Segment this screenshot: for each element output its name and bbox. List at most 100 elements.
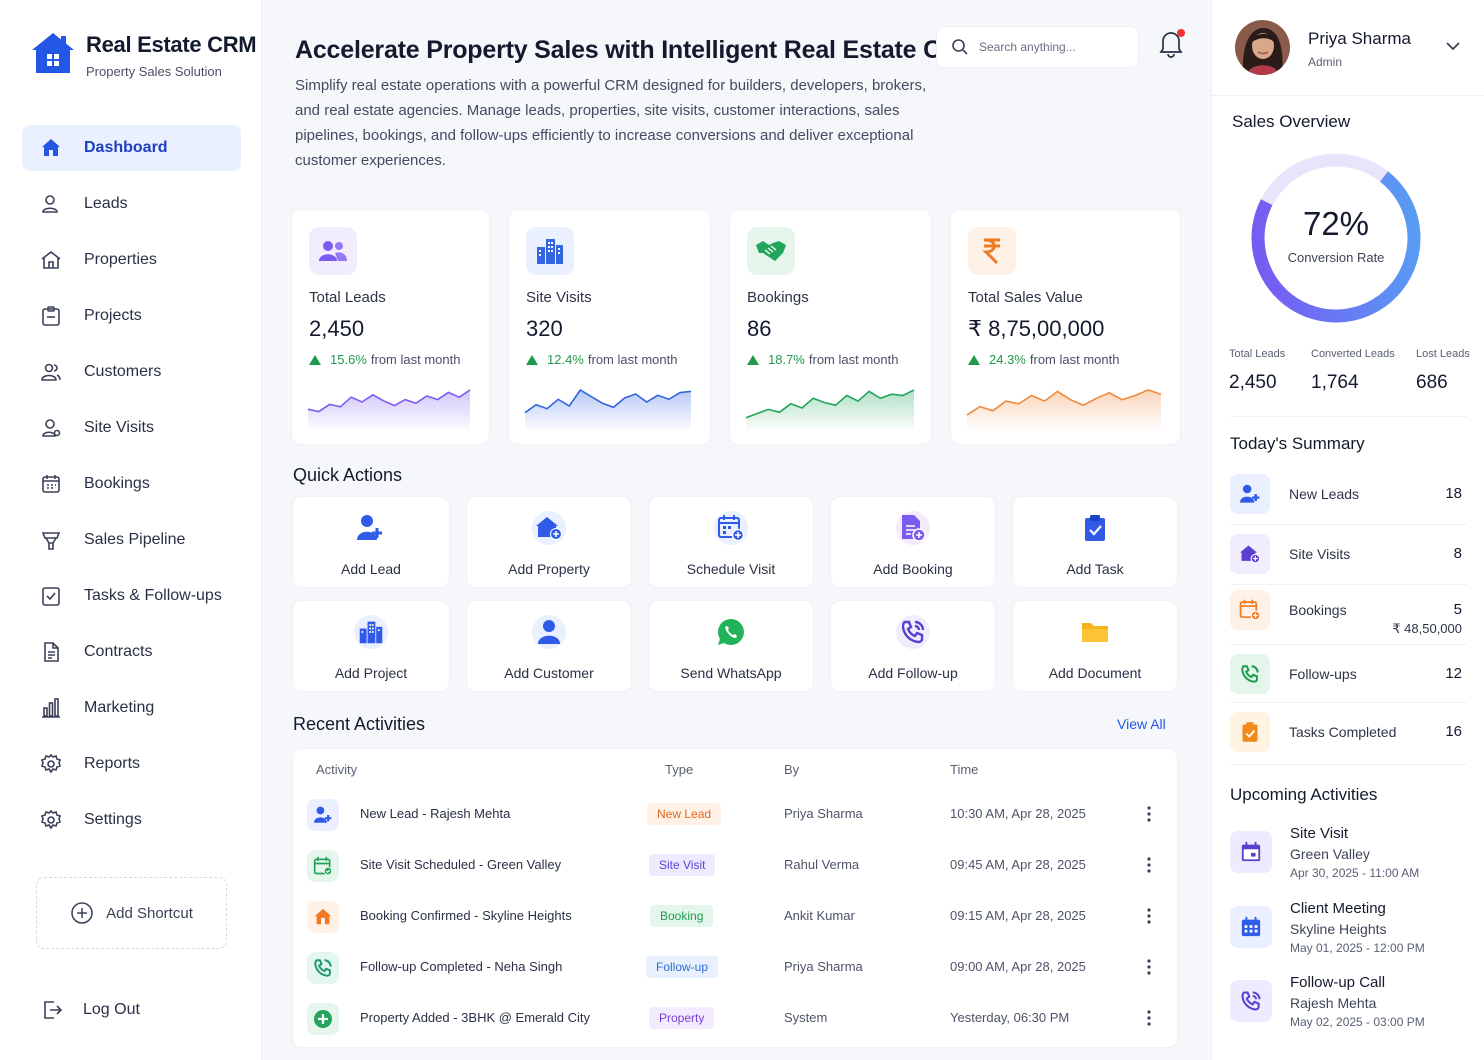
metric-value: 686 — [1416, 372, 1448, 393]
column-header-by[interactable]: By — [784, 762, 800, 777]
sparkline-line — [524, 388, 692, 414]
stat-card-total-sales-value[interactable]: Total Sales Value ₹ 8,75,00,000 24.3% fro… — [950, 209, 1181, 445]
brand-name: Real Estate CRM — [86, 32, 257, 57]
table-row[interactable]: Booking Confirmed - Skyline Heights Book… — [293, 895, 1179, 945]
nav-item-bookings[interactable]: Bookings — [22, 461, 241, 507]
more-options-icon[interactable] — [1144, 904, 1154, 928]
more-options-icon[interactable] — [1144, 853, 1154, 877]
column-header-type[interactable]: Type — [665, 762, 694, 777]
table-row[interactable]: Follow-up Completed - Neha Singh Follow-… — [293, 946, 1179, 996]
building-icon — [526, 227, 574, 275]
activity-text: Site Visit Scheduled - Green Valley — [360, 857, 562, 872]
nav-item-contracts[interactable]: Contracts — [22, 629, 241, 675]
logout-button[interactable]: Log Out — [40, 998, 140, 1022]
more-options-icon[interactable] — [1144, 955, 1154, 979]
nav-item-properties[interactable]: Properties — [22, 237, 241, 283]
metric-lost-leads: Lost Leads 686 — [1416, 348, 1470, 394]
quick-action-send-whatsapp[interactable]: Send WhatsApp — [648, 600, 814, 692]
quick-action-add-lead[interactable]: Add Lead — [292, 496, 450, 588]
nav-item-reports[interactable]: Reports — [22, 741, 241, 787]
quick-action-label: Add Project — [334, 665, 408, 681]
calendar-icon — [39, 472, 63, 496]
stat-trend: 24.3% from last month — [968, 352, 1119, 367]
trend-up-icon — [309, 354, 321, 365]
nav-item-marketing[interactable]: Marketing — [22, 685, 241, 731]
stat-change: 12.4% — [547, 352, 584, 367]
search-box[interactable] — [936, 26, 1139, 68]
home-icon — [307, 901, 339, 933]
clipboard-check-icon — [1230, 712, 1270, 752]
column-header-activity[interactable]: Activity — [316, 762, 358, 777]
divider — [1230, 416, 1467, 417]
house-icon — [39, 248, 63, 272]
notification-button[interactable] — [1157, 28, 1187, 60]
house-logo-icon — [32, 33, 74, 73]
stat-card-site-visits[interactable]: Site Visits 320 12.4% from last month — [508, 209, 711, 445]
summary-item-site-visits[interactable]: Site Visits 8 — [1230, 534, 1472, 586]
nav-item-projects[interactable]: Projects — [22, 293, 241, 339]
activity-text: Property Added - 3BHK @ Emerald City — [360, 1010, 590, 1025]
stat-card-total-leads[interactable]: Total Leads 2,450 15.6% from last month — [291, 209, 490, 445]
conversion-label: Conversion Rate — [1287, 250, 1385, 265]
profile-menu[interactable]: Priya Sharma Admin — [1212, 0, 1484, 96]
activity-time: 10:30 AM, Apr 28, 2025 — [950, 806, 1086, 821]
table-row[interactable]: Site Visit Scheduled - Green Valley Site… — [293, 844, 1179, 894]
summary-value: 5 — [1453, 601, 1462, 618]
rupee-icon — [968, 227, 1016, 275]
activity-text: New Lead - Rajesh Mehta — [360, 806, 511, 821]
home-icon — [39, 136, 63, 160]
summary-item-bookings[interactable]: Bookings 5 ₹ 48,50,000 — [1230, 590, 1472, 642]
type-badge: New Lead — [647, 803, 722, 825]
chevron-down-icon[interactable] — [1445, 40, 1461, 52]
nav-item-sales-pipeline[interactable]: Sales Pipeline — [22, 517, 241, 563]
nav-item-dashboard[interactable]: Dashboard — [22, 125, 241, 171]
nav-label: Marketing — [84, 699, 155, 716]
whatsapp-icon — [714, 615, 748, 649]
stat-card-bookings[interactable]: Bookings 86 18.7% from last month — [729, 209, 932, 445]
summary-item-new-leads[interactable]: New Leads 18 — [1230, 474, 1472, 526]
plus-circle-icon — [71, 902, 93, 924]
upcoming-subtitle: Rajesh Mehta — [1290, 995, 1377, 1011]
column-header-time[interactable]: Time — [950, 762, 979, 777]
summary-value: 12 — [1445, 665, 1462, 682]
stat-change-suffix: from last month — [370, 352, 461, 367]
nav-item-site-visits[interactable]: Site Visits — [22, 405, 241, 451]
add-shortcut-button[interactable]: Add Shortcut — [36, 877, 227, 949]
nav-item-tasks[interactable]: Tasks & Follow-ups — [22, 573, 241, 619]
add-shortcut-label: Add Shortcut — [106, 904, 193, 922]
activity-by: Rahul Verma — [784, 857, 860, 872]
table-row[interactable]: Property Added - 3BHK @ Emerald City Pro… — [293, 997, 1179, 1047]
main-content: Accelerate Property Sales with Intellige… — [262, 0, 1210, 1060]
nav-label: Bookings — [84, 475, 150, 492]
quick-action-add-booking[interactable]: Add Booking — [830, 496, 996, 588]
search-input[interactable] — [979, 40, 1129, 54]
nav-item-customers[interactable]: Customers — [22, 349, 241, 395]
view-all-link[interactable]: View All — [1117, 716, 1166, 732]
quick-action-schedule-visit[interactable]: Schedule Visit — [648, 496, 814, 588]
profile-role: Admin — [1308, 55, 1343, 69]
more-options-icon[interactable] — [1144, 802, 1154, 826]
divider — [1230, 524, 1467, 525]
quick-action-add-project[interactable]: Add Project — [292, 600, 450, 692]
more-options-icon[interactable] — [1144, 1006, 1154, 1030]
table-row[interactable]: New Lead - Rajesh Mehta New Lead Priya S… — [293, 793, 1179, 843]
handshake-icon — [747, 227, 795, 275]
nav-item-settings[interactable]: Settings — [22, 797, 241, 843]
nav-label: Settings — [84, 811, 142, 828]
clipboard-check-icon — [1078, 511, 1112, 545]
stat-label: Total Sales Value — [968, 289, 1083, 306]
calendar-check-icon — [307, 850, 339, 882]
summary-item-follow-ups[interactable]: Follow-ups 12 — [1230, 654, 1472, 706]
summary-item-tasks-completed[interactable]: Tasks Completed 16 — [1230, 712, 1472, 764]
brand[interactable]: Real Estate CRM Property Sales Solution — [30, 28, 257, 79]
recent-activities-title: Recent Activities — [293, 714, 426, 734]
quick-action-add-property[interactable]: Add Property — [466, 496, 632, 588]
donut-progress-arc — [1251, 153, 1421, 323]
quick-action-add-document[interactable]: Add Document — [1012, 600, 1178, 692]
quick-action-add-customer[interactable]: Add Customer — [466, 600, 632, 692]
summary-label: Site Visits — [1289, 546, 1351, 562]
quick-action-add-task[interactable]: Add Task — [1012, 496, 1178, 588]
quick-action-add-follow-up[interactable]: Add Follow-up — [830, 600, 996, 692]
nav-item-leads[interactable]: Leads — [22, 181, 241, 227]
logout-label: Log Out — [83, 1001, 140, 1018]
